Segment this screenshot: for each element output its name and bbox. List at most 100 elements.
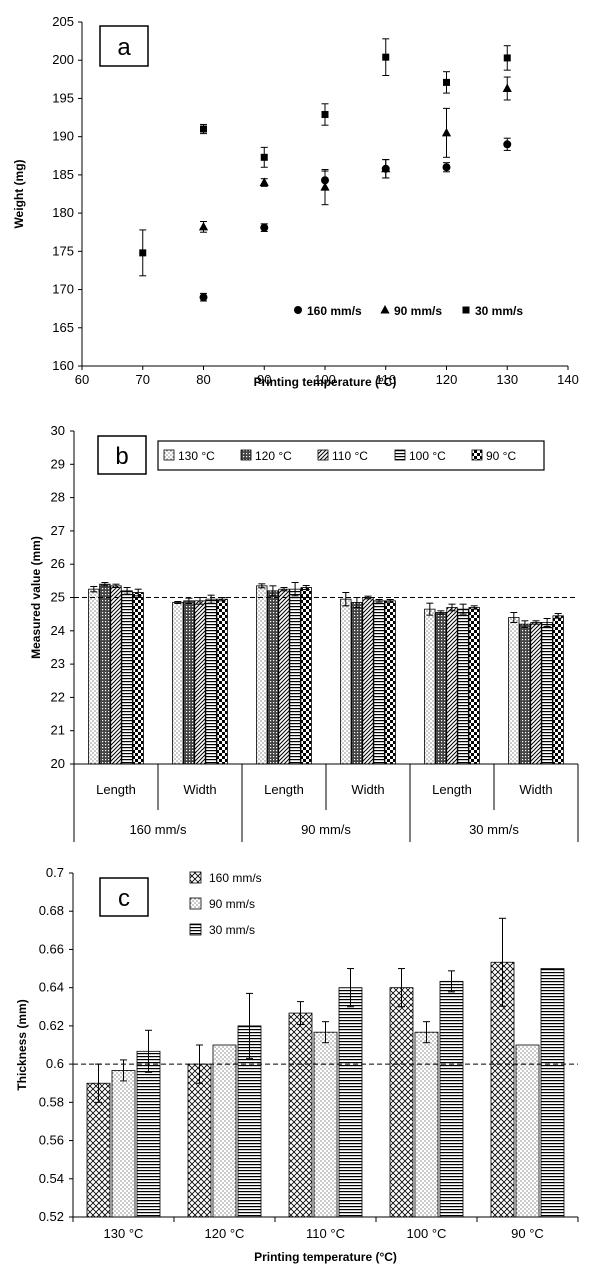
category-label: 110 °C — [306, 1226, 345, 1241]
error-bar — [554, 612, 562, 619]
bar — [121, 590, 133, 765]
error-bar — [291, 582, 299, 597]
legend-label: 100 °C — [409, 449, 446, 463]
y-tick-label: 160 — [52, 358, 74, 373]
bar — [541, 622, 553, 765]
error-bar — [269, 585, 277, 597]
bar — [457, 608, 469, 765]
error-bar — [302, 585, 310, 591]
data-point — [503, 140, 512, 149]
x-axis-title: Printing temperature (°C) — [254, 1250, 397, 1264]
data-point — [260, 153, 268, 161]
legend-swatch — [240, 449, 252, 461]
error-bar — [398, 968, 405, 1008]
bar — [468, 607, 480, 765]
category-label: 130 °C — [104, 1226, 144, 1241]
data-point — [443, 78, 450, 86]
bar — [414, 1031, 439, 1218]
bar — [519, 623, 531, 765]
category-label: Width — [351, 782, 384, 797]
bar — [267, 590, 279, 765]
error-bar — [437, 610, 445, 615]
bar — [446, 607, 458, 765]
data-point — [321, 110, 329, 118]
y-axis-title: Measured value (mm) — [29, 536, 43, 659]
y-tick-label: 22 — [51, 689, 65, 704]
legend-label: 130 °C — [178, 449, 215, 463]
y-tick-label: 25 — [51, 590, 65, 605]
bar — [99, 583, 111, 765]
x-tick-label: 90 — [257, 372, 271, 387]
bar — [132, 592, 144, 765]
bar — [540, 968, 565, 1218]
legend-swatch — [471, 449, 483, 461]
error-bar — [174, 600, 182, 604]
error-bar — [342, 592, 350, 607]
error-bar — [112, 583, 120, 589]
panel-label: b — [115, 443, 128, 470]
panel-label: a — [117, 34, 131, 61]
legend-label: 120 °C — [255, 449, 292, 463]
error-bar — [185, 597, 193, 604]
error-bar — [499, 917, 506, 1007]
y-tick-label: 20 — [51, 756, 65, 771]
y-tick-label: 0.66 — [39, 941, 64, 956]
y-tick-label: 27 — [51, 523, 65, 538]
error-bar — [448, 970, 455, 993]
legend-marker — [380, 305, 390, 314]
legend-swatch — [189, 897, 202, 910]
bar — [300, 587, 312, 765]
bar — [212, 1044, 237, 1218]
bar — [278, 588, 290, 765]
y-tick-label: 28 — [51, 490, 65, 505]
bar — [530, 622, 542, 765]
legend-swatch — [394, 449, 406, 461]
error-bar — [120, 1059, 127, 1082]
x-tick-label: 80 — [196, 372, 210, 387]
data-point — [259, 177, 269, 187]
error-bar — [258, 583, 266, 589]
error-bar — [196, 1044, 203, 1084]
bar — [439, 980, 464, 1218]
y-tick-label: 200 — [52, 52, 74, 67]
y-tick-label: 21 — [51, 723, 65, 738]
bar — [313, 1031, 338, 1218]
bar — [111, 1070, 136, 1218]
error-bar — [101, 582, 109, 587]
error-bar — [347, 968, 354, 1008]
error-bar — [510, 611, 518, 623]
error-bar — [470, 605, 478, 610]
bar — [373, 600, 385, 765]
bar — [435, 612, 447, 765]
chart-b: 20 21 22 23 24 25 26 27 28 29 30 Length Width Length W… — [29, 423, 579, 842]
legend-swatch — [163, 449, 175, 461]
category-label: 100 °C — [407, 1226, 447, 1241]
bar — [216, 598, 228, 765]
legend-label: 30 mm/s — [475, 304, 523, 318]
error-bar — [521, 620, 529, 628]
y-tick-label: 0.68 — [39, 903, 64, 918]
panel-label-box — [99, 877, 149, 917]
bar — [340, 598, 352, 765]
x-tick-label: 120 — [436, 372, 458, 387]
error-bar — [375, 598, 383, 603]
legend-label: 90 mm/s — [209, 897, 255, 911]
bar — [288, 1012, 313, 1218]
error-bar — [386, 598, 394, 603]
bar — [515, 1044, 540, 1218]
data-point — [442, 163, 451, 172]
data-point — [320, 182, 330, 191]
error-bar — [459, 603, 467, 615]
category-label: Width — [183, 782, 216, 797]
legend-label: 160 mm/s — [209, 871, 262, 885]
bar — [362, 597, 374, 765]
data-point — [441, 127, 452, 137]
bar — [384, 600, 396, 765]
y-tick-label: 180 — [52, 205, 74, 220]
group-label: 160 mm/s — [129, 822, 187, 837]
x-tick-label: 70 — [136, 372, 150, 387]
bar — [172, 602, 184, 765]
y-tick-label: 170 — [52, 282, 74, 297]
y-axis-title: Thickness (mm) — [15, 999, 29, 1090]
y-tick-label: 0.6 — [46, 1056, 64, 1071]
